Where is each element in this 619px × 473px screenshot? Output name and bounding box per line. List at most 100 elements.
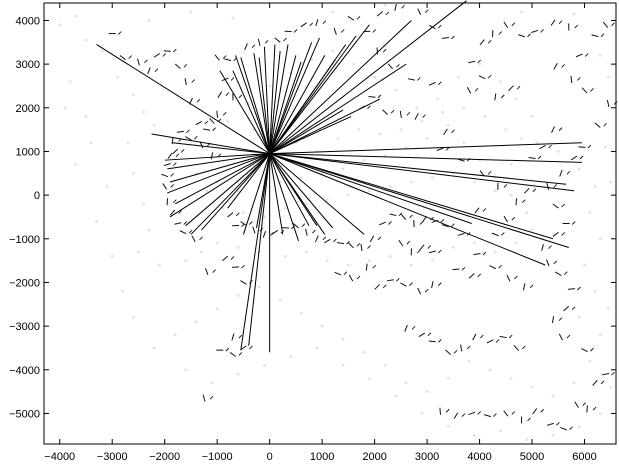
feature-mark xyxy=(224,58,232,62)
background-point xyxy=(320,171,324,175)
ray-line xyxy=(269,153,284,235)
feature-mark xyxy=(479,39,485,46)
feature-mark xyxy=(506,274,511,282)
feature-mark xyxy=(207,142,211,147)
x-tick-label: 4000 xyxy=(467,451,491,463)
feature-mark xyxy=(527,33,531,38)
background-point xyxy=(483,115,487,118)
background-point xyxy=(504,128,508,132)
feature-mark xyxy=(225,347,230,352)
ray-line xyxy=(269,153,310,226)
feature-mark xyxy=(205,268,209,275)
background-point xyxy=(577,425,581,428)
feature-mark xyxy=(334,271,342,276)
x-tick-label: −4000 xyxy=(44,451,75,463)
background-point xyxy=(331,10,335,14)
background-point xyxy=(493,250,497,254)
ray-line xyxy=(253,53,271,154)
y-tick-label: 2000 xyxy=(16,103,40,115)
feature-mark xyxy=(188,97,193,105)
background-point xyxy=(341,337,345,341)
ray-line xyxy=(96,44,270,155)
background-point xyxy=(362,158,366,162)
feature-mark xyxy=(546,259,550,267)
background-point xyxy=(441,110,445,114)
background-point xyxy=(304,202,308,206)
x-tick-label: 2000 xyxy=(362,451,386,463)
feature-mark xyxy=(322,20,327,24)
feature-mark xyxy=(169,209,176,216)
background-point xyxy=(409,263,413,267)
feature-mark xyxy=(438,24,442,29)
feature-mark xyxy=(569,426,573,431)
background-point xyxy=(131,93,135,97)
background-point xyxy=(394,394,397,398)
feature-mark xyxy=(180,149,185,153)
feature-mark xyxy=(191,235,196,243)
feature-mark xyxy=(163,50,171,52)
feature-mark xyxy=(241,264,245,269)
feature-mark xyxy=(399,110,402,118)
background-point xyxy=(110,254,114,258)
feature-mark xyxy=(457,158,465,162)
background-point xyxy=(593,184,597,188)
feature-mark xyxy=(407,78,415,81)
feature-mark xyxy=(571,306,576,310)
feature-mark xyxy=(161,173,169,178)
background-point xyxy=(535,141,539,145)
background-point xyxy=(263,364,266,367)
feature-mark xyxy=(209,117,215,124)
feature-mark xyxy=(570,155,578,161)
feature-mark xyxy=(199,141,204,149)
feature-mark xyxy=(178,138,182,142)
feature-mark xyxy=(606,99,610,107)
background-point xyxy=(520,10,523,14)
feature-mark xyxy=(511,411,516,415)
feature-mark xyxy=(482,208,487,212)
background-point xyxy=(325,259,329,263)
feature-mark xyxy=(553,63,558,70)
feature-mark xyxy=(474,207,480,214)
background-point xyxy=(530,228,534,232)
feature-mark xyxy=(374,283,381,290)
ray-line xyxy=(263,46,271,154)
ray-line xyxy=(240,57,271,154)
feature-mark xyxy=(552,231,559,237)
background-point xyxy=(278,298,282,302)
feature-mark xyxy=(574,24,579,29)
background-point xyxy=(446,425,450,428)
background-point xyxy=(184,368,188,372)
feature-mark xyxy=(217,118,222,123)
background-point xyxy=(194,320,198,324)
feature-mark xyxy=(427,245,432,249)
ray-line xyxy=(227,153,271,209)
background-point xyxy=(304,250,308,254)
background-point xyxy=(509,163,513,166)
background-point xyxy=(606,307,610,311)
ray-line xyxy=(269,153,546,266)
feature-mark xyxy=(372,264,377,269)
background-point xyxy=(606,75,610,79)
background-point xyxy=(404,145,408,149)
background-point xyxy=(89,141,93,145)
feature-mark xyxy=(516,85,521,90)
feature-mark xyxy=(602,21,609,28)
background-point xyxy=(215,241,219,245)
feature-mark xyxy=(406,240,411,245)
background-point xyxy=(367,377,371,380)
feature-mark xyxy=(440,218,445,223)
background-point xyxy=(583,263,586,267)
feature-mark xyxy=(477,59,482,64)
feature-mark xyxy=(235,212,240,217)
feature-mark xyxy=(445,408,450,413)
background-point xyxy=(283,206,287,210)
y-tick-label: 3000 xyxy=(16,59,40,71)
feature-mark xyxy=(553,260,558,265)
feature-mark xyxy=(457,233,465,236)
feature-mark xyxy=(422,215,427,223)
feature-mark xyxy=(491,232,499,237)
feature-mark xyxy=(468,411,476,416)
feature-mark xyxy=(474,88,479,92)
feature-mark xyxy=(451,35,455,40)
feature-mark xyxy=(417,77,421,81)
